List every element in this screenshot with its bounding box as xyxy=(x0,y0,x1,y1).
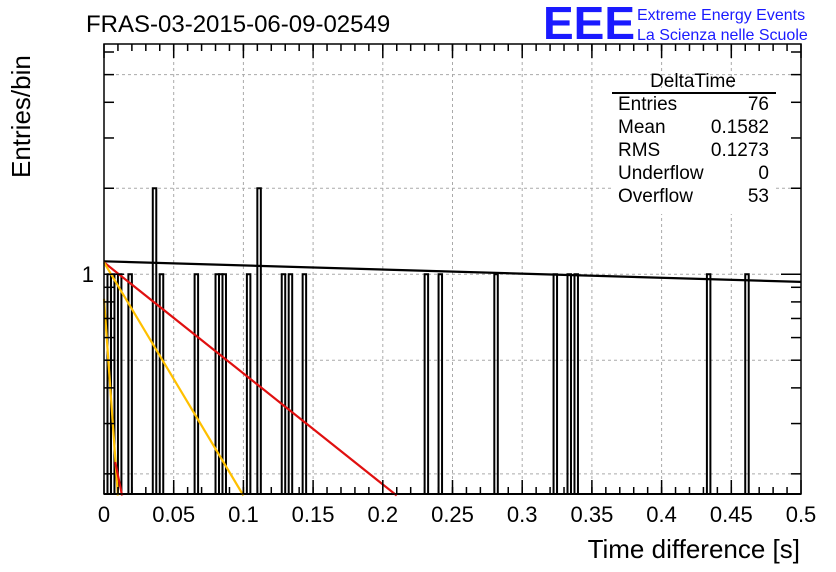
x-tick-label: 0.05 xyxy=(152,502,195,527)
eee-logo-line2: La Scienza nelle Scuole xyxy=(637,27,808,44)
stats-value-mean: 0.1582 xyxy=(711,117,769,138)
x-tick-label: 0.25 xyxy=(431,502,474,527)
fit-line xyxy=(103,261,398,497)
stats-value-underflow: 0 xyxy=(758,163,769,184)
chart-title: FRAS-03-2015-06-09-02549 xyxy=(86,11,390,38)
axis-ticks: 0 0.05 0.1 0.15 0.2 0.25 0.3 0.35 0.4 0.45 0.5 1 xyxy=(82,44,817,527)
eee-logo-mark: EEE xyxy=(543,0,635,49)
y-axis-title: Entries/bin xyxy=(6,55,36,178)
x-tick-label: 0.5 xyxy=(786,502,817,527)
x-tick-label: 0.15 xyxy=(292,502,335,527)
stats-label-overflow: Overflow xyxy=(618,186,693,207)
fit-curves xyxy=(102,260,802,497)
stats-value-entries: 76 xyxy=(748,94,769,115)
stats-label-entries: Entries xyxy=(618,94,677,115)
x-axis-title: Time difference [s] xyxy=(588,534,800,564)
x-tick-label: 0 xyxy=(98,502,110,527)
x-tick-label: 0.2 xyxy=(368,502,399,527)
x-tick-label: 0.4 xyxy=(646,502,677,527)
x-tick-label: 0.3 xyxy=(507,502,538,527)
x-tick-label: 0.1 xyxy=(228,502,259,527)
y-tick-label: 1 xyxy=(82,262,94,287)
stats-label-rms: RMS xyxy=(618,140,660,161)
fit-line xyxy=(103,260,802,283)
stats-value-rms: 0.1273 xyxy=(711,140,769,161)
stats-name: DeltaTime xyxy=(650,71,736,92)
x-tick-label: 0.45 xyxy=(710,502,753,527)
x-tick-label: 0.35 xyxy=(570,502,613,527)
stats-label-underflow: Underflow xyxy=(618,163,704,184)
stats-box: DeltaTime Entries 76 Mean 0.1582 RMS 0.1… xyxy=(612,71,776,214)
eee-logo-line1: Extreme Energy Events xyxy=(637,7,805,24)
fit-line xyxy=(114,461,124,496)
eee-logo: EEE Extreme Energy Events La Scienza nel… xyxy=(543,0,808,49)
stats-label-mean: Mean xyxy=(618,117,666,138)
stats-value-overflow: 53 xyxy=(748,186,769,207)
fit-line xyxy=(103,261,245,497)
